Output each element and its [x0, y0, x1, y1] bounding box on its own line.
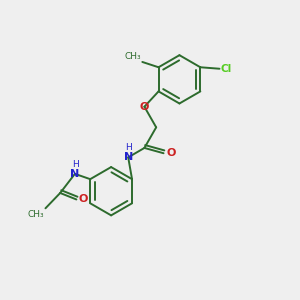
Text: N: N — [124, 152, 133, 162]
Text: O: O — [79, 194, 88, 205]
Text: N: N — [70, 169, 80, 179]
Text: O: O — [140, 102, 149, 112]
Text: Cl: Cl — [220, 64, 232, 74]
Text: H: H — [125, 143, 132, 152]
Text: CH₃: CH₃ — [28, 210, 45, 219]
Text: CH₃: CH₃ — [125, 52, 142, 61]
Text: O: O — [167, 148, 176, 158]
Text: H: H — [72, 160, 79, 169]
